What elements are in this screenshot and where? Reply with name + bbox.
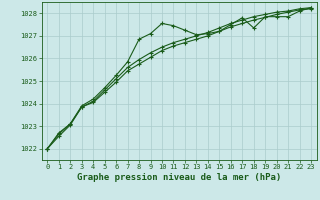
- X-axis label: Graphe pression niveau de la mer (hPa): Graphe pression niveau de la mer (hPa): [77, 173, 281, 182]
